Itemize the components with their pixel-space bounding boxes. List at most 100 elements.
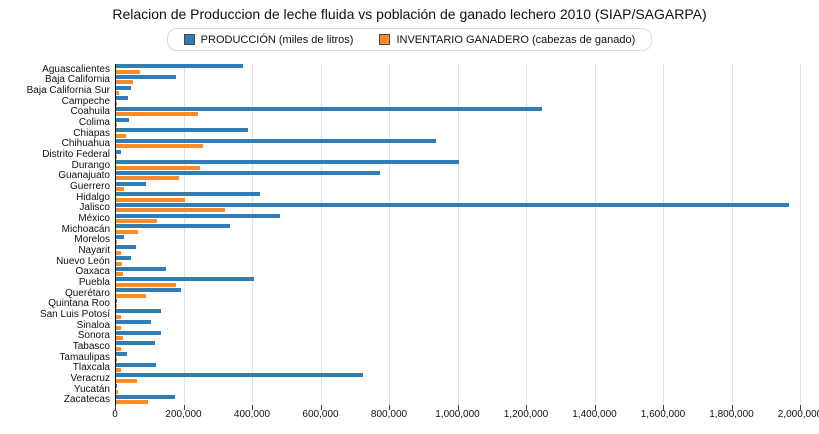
gridline bbox=[594, 64, 596, 405]
x-axis-tick-label: 200,000 bbox=[165, 409, 202, 420]
bar-produccion bbox=[116, 341, 155, 346]
x-axis-tick-label: 2,000,000 bbox=[777, 409, 819, 420]
legend-label-inventario: INVENTARIO GANADERO (cabezas de ganado) bbox=[396, 33, 636, 46]
gridline bbox=[800, 64, 801, 405]
bar-produccion bbox=[116, 266, 167, 271]
y-axis-label: Querétaro bbox=[64, 287, 110, 299]
bar-inventario bbox=[116, 101, 118, 106]
y-axis-label: Baja California bbox=[44, 74, 110, 86]
bar-produccion bbox=[116, 288, 182, 293]
y-axis-line bbox=[115, 64, 116, 405]
bar-inventario bbox=[116, 133, 126, 138]
bar-inventario bbox=[116, 112, 198, 117]
x-axis-tick-label: 0 bbox=[112, 409, 118, 420]
bar-inventario bbox=[116, 261, 123, 266]
legend-item-produccion[interactable]: PRODUCCIÓN (miles de litros) bbox=[183, 34, 353, 46]
y-axis-label: San Luis Potosí bbox=[39, 308, 110, 320]
gridline bbox=[320, 64, 322, 405]
bar-inventario bbox=[116, 208, 225, 213]
x-axis-tick bbox=[389, 405, 390, 410]
x-axis-tick-label: 600,000 bbox=[302, 409, 339, 420]
y-axis-label: Guerrero bbox=[69, 181, 110, 193]
bar-inventario bbox=[116, 123, 118, 128]
y-axis-label: Campeche bbox=[61, 95, 110, 107]
x-axis-tick bbox=[800, 405, 801, 410]
y-axis-label: Tamaulipas bbox=[59, 351, 110, 363]
bar-produccion bbox=[116, 384, 117, 389]
x-axis-tick-label: 400,000 bbox=[233, 409, 271, 420]
y-axis-label: Distrito Federal bbox=[42, 149, 110, 161]
y-axis-label: Tabasco bbox=[72, 340, 110, 352]
y-axis-label: Chiapas bbox=[73, 127, 110, 139]
bar-produccion bbox=[116, 224, 230, 229]
bar-produccion bbox=[116, 181, 146, 186]
bar-inventario bbox=[116, 144, 203, 149]
bar-inventario bbox=[116, 240, 117, 245]
y-axis-label: Nayarit bbox=[78, 244, 110, 256]
bar-inventario bbox=[116, 187, 124, 192]
bar-produccion bbox=[116, 277, 255, 282]
bar-produccion bbox=[116, 202, 790, 207]
bar-produccion bbox=[116, 362, 156, 367]
bar-produccion bbox=[116, 160, 459, 165]
y-axis-label: Hidalgo bbox=[76, 191, 110, 203]
y-axis-label: Baja California Sur bbox=[26, 85, 110, 97]
x-axis-tick-label: 1,600,000 bbox=[640, 409, 686, 420]
bar-inventario bbox=[116, 357, 117, 362]
gridline bbox=[663, 64, 664, 405]
bar-inventario bbox=[116, 400, 149, 405]
bar-produccion bbox=[116, 170, 381, 175]
x-axis-tick bbox=[183, 405, 185, 410]
y-axis-label: Michoacán bbox=[61, 223, 110, 235]
legend-item-inventario[interactable]: INVENTARIO GANADERO (cabezas de ganado) bbox=[379, 34, 635, 46]
bar-produccion bbox=[116, 298, 118, 303]
y-axis-label: Oaxaca bbox=[75, 266, 110, 278]
x-axis-tick bbox=[457, 405, 459, 410]
bar-inventario bbox=[116, 282, 176, 287]
bar-produccion bbox=[116, 74, 176, 79]
x-axis-tick-label: 1,200,000 bbox=[503, 409, 549, 420]
bar-produccion bbox=[116, 245, 137, 250]
x-axis-tick bbox=[115, 405, 116, 410]
bar-inventario bbox=[116, 69, 140, 74]
bar-inventario bbox=[116, 378, 138, 383]
bar-inventario bbox=[116, 197, 185, 202]
y-axis-label: Zacatecas bbox=[63, 394, 110, 406]
bar-inventario bbox=[116, 314, 122, 319]
bar-produccion bbox=[116, 192, 260, 197]
gridline bbox=[252, 64, 253, 405]
bar-produccion bbox=[116, 117, 129, 122]
y-axis-label: Aguascalientes bbox=[42, 63, 110, 75]
inventario-swatch-icon bbox=[379, 34, 391, 45]
bar-inventario bbox=[116, 165, 200, 170]
y-axis-label: Jalisco bbox=[79, 202, 110, 214]
bar-inventario bbox=[116, 389, 119, 394]
gridline bbox=[731, 64, 733, 405]
y-axis-label: Guanajuato bbox=[58, 170, 110, 182]
y-axis-label: Durango bbox=[71, 159, 110, 171]
y-axis-label: Sinaloa bbox=[76, 319, 110, 331]
bar-produccion bbox=[116, 106, 542, 111]
bar-produccion bbox=[116, 320, 152, 325]
gridline bbox=[457, 64, 459, 405]
y-axis-label: Puebla bbox=[78, 276, 110, 288]
gridline bbox=[526, 64, 527, 405]
bar-produccion bbox=[116, 394, 175, 399]
x-axis-tick-label: 1,000,000 bbox=[435, 409, 480, 420]
x-axis-tick bbox=[252, 405, 253, 410]
gridline bbox=[183, 64, 185, 405]
gridline bbox=[389, 64, 390, 405]
bar-produccion bbox=[116, 85, 132, 90]
y-axis-label: Morelos bbox=[74, 234, 110, 246]
x-axis-tick-label: 800,000 bbox=[370, 409, 408, 420]
bar-produccion bbox=[116, 234, 124, 239]
bar-inventario bbox=[116, 293, 147, 298]
x-axis-tick-label: 1,800,000 bbox=[709, 409, 754, 420]
x-axis-tick bbox=[526, 405, 527, 410]
y-axis-label: Yucatán bbox=[73, 383, 110, 395]
bar-inventario bbox=[116, 155, 117, 160]
bar-inventario bbox=[116, 325, 122, 330]
bar-produccion bbox=[116, 138, 436, 143]
y-axis-label: Sonora bbox=[77, 330, 110, 342]
